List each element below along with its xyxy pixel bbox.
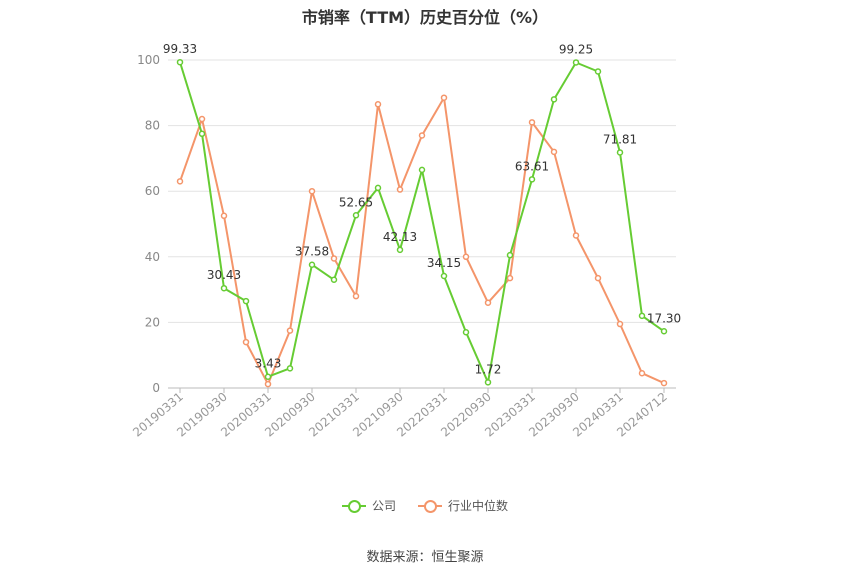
point-industry-median	[330, 255, 338, 262]
y-tick-label: 40	[145, 250, 160, 264]
point-company	[242, 297, 250, 305]
point-company	[374, 184, 382, 192]
legend-item-industry-median[interactable]: 行业中位数	[418, 497, 508, 514]
point-industry-median	[242, 338, 250, 346]
point-industry-median	[308, 187, 316, 195]
point-company	[638, 312, 646, 320]
data-label: 71.81	[603, 132, 637, 146]
point-industry-median	[594, 274, 602, 282]
data-label: 52.65	[339, 195, 373, 209]
point-industry-median	[220, 212, 228, 220]
axes: 0204060801002019033120190930202003312020…	[130, 53, 676, 440]
legend-label-company: 公司	[371, 499, 396, 513]
y-tick-label: 20	[145, 315, 160, 329]
data-label: 42.13	[383, 230, 417, 244]
point-company	[330, 276, 338, 284]
point-industry-median	[484, 299, 492, 306]
point-industry-median	[550, 148, 558, 156]
point-industry-median	[462, 253, 470, 261]
point-company	[572, 59, 580, 66]
point-company	[550, 96, 558, 103]
point-company	[484, 379, 492, 386]
data-label: 99.25	[559, 42, 593, 56]
legend-label-industry-median: 行业中位数	[448, 499, 509, 513]
legend-swatch-company	[341, 499, 366, 513]
point-industry-median	[374, 101, 382, 108]
point-company	[220, 284, 228, 292]
y-tick-label: 60	[145, 184, 160, 198]
point-company	[616, 149, 624, 156]
point-industry-median	[616, 320, 624, 328]
data-label: 63.61	[515, 159, 549, 173]
y-tick-label: 100	[137, 53, 160, 67]
point-company	[264, 373, 272, 380]
point-company	[352, 212, 360, 219]
point-company	[462, 328, 470, 336]
point-industry-median	[264, 380, 272, 388]
point-industry-median	[572, 232, 580, 239]
data-label: 30.43	[207, 268, 241, 282]
y-tick-label: 0	[152, 381, 160, 395]
legend-swatch-industry-median	[418, 499, 442, 513]
point-industry-median	[506, 274, 514, 282]
point-industry-median	[528, 119, 536, 126]
point-company	[286, 365, 294, 372]
legend-item-company[interactable]: 公司	[341, 497, 396, 514]
data-label: 34.15	[427, 256, 461, 270]
data-label: 1.72	[475, 362, 502, 376]
grid-lines	[168, 59, 676, 323]
point-company	[594, 68, 602, 75]
data-label: 17.30	[647, 311, 681, 325]
data-source-note: 数据来源：恒生聚源	[366, 550, 484, 565]
point-industry-median	[440, 94, 448, 101]
legend: 公司 行业中位数	[0, 497, 850, 514]
point-industry-median	[198, 115, 206, 123]
data-labels: 99.33 30.43 3.43 37.58 52.65 42.13 34.15 1.72 63…	[163, 42, 681, 376]
y-tick-label: 80	[145, 119, 160, 133]
series-line-industry-median	[179, 96, 665, 386]
point-company	[396, 246, 404, 254]
data-label: 99.33	[163, 42, 197, 56]
point-industry-median	[418, 132, 426, 139]
point-company	[176, 58, 184, 66]
series-line-company	[179, 61, 665, 384]
point-company	[660, 328, 668, 335]
point-industry-median	[660, 379, 668, 387]
series-lines	[176, 58, 668, 388]
point-company	[506, 251, 514, 259]
point-industry-median	[286, 327, 294, 334]
point-industry-median	[352, 292, 360, 300]
chart-title: 市销率（TTM）历史百分位（%）	[301, 8, 549, 27]
point-company	[440, 272, 448, 280]
data-label: 37.58	[295, 245, 329, 259]
point-company	[308, 261, 316, 268]
point-industry-median	[638, 369, 646, 377]
point-company	[528, 176, 536, 183]
point-company	[198, 130, 206, 138]
data-label: 3.43	[255, 357, 282, 371]
point-company	[418, 166, 426, 174]
point-industry-median	[176, 178, 184, 185]
point-industry-median	[396, 186, 404, 193]
